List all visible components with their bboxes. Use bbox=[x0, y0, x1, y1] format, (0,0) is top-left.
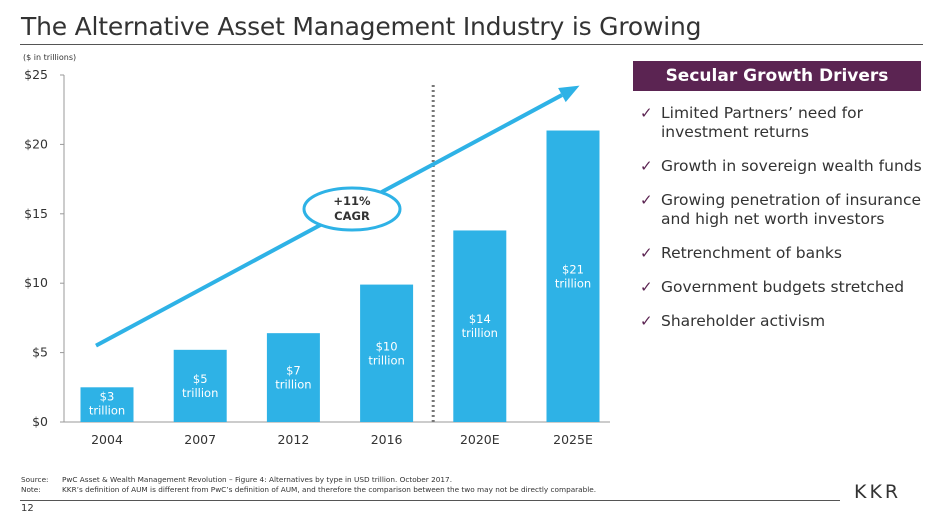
bar-value-label: $7 bbox=[286, 364, 301, 378]
y-tick-label: $0 bbox=[32, 414, 48, 429]
drivers-heading: Secular Growth Drivers bbox=[633, 61, 921, 91]
driver-item: ✓ Retrenchment of banks bbox=[640, 244, 930, 263]
bar-value-label: trillion bbox=[555, 276, 591, 290]
checkmark-icon: ✓ bbox=[640, 278, 653, 296]
page-number: 12 bbox=[21, 503, 34, 514]
bar bbox=[80, 387, 134, 422]
x-tick-label: 2004 bbox=[91, 432, 123, 447]
page-title: The Alternative Asset Management Industr… bbox=[21, 12, 702, 41]
source-label: Source: bbox=[21, 475, 49, 484]
note-text: KKR’s definition of AUM is different fro… bbox=[62, 485, 597, 494]
bar-value-label: trillion bbox=[368, 353, 404, 367]
checkmark-icon: ✓ bbox=[640, 244, 653, 262]
bar-value-label: $5 bbox=[193, 372, 208, 386]
title-divider bbox=[20, 44, 923, 45]
units-note: ($ in trillions) bbox=[23, 53, 77, 62]
bar bbox=[360, 284, 414, 422]
driver-item: ✓ Growing penetration of insurance and hi… bbox=[640, 191, 930, 229]
bar bbox=[266, 333, 320, 422]
bar-value-label: trillion bbox=[462, 326, 498, 340]
checkmark-icon: ✓ bbox=[640, 191, 653, 209]
driver-text: Retrenchment of banks bbox=[661, 244, 842, 262]
source-text: PwC Asset & Wealth Management Revolution… bbox=[62, 475, 453, 484]
driver-item: ✓ Shareholder activism bbox=[640, 312, 930, 331]
driver-item: ✓ Government budgets stretched bbox=[640, 278, 930, 297]
y-tick-label: $15 bbox=[24, 206, 48, 221]
checkmark-icon: ✓ bbox=[640, 157, 653, 175]
driver-item: ✓ Limited Partners’ need for investment r… bbox=[640, 104, 930, 142]
bar-value-label: trillion bbox=[182, 386, 218, 400]
driver-item: ✓ Growth in sovereign wealth funds bbox=[640, 157, 930, 176]
footnotes: Source: PwC Asset & Wealth Management Rev… bbox=[21, 475, 596, 495]
y-tick-label: $5 bbox=[32, 345, 48, 360]
x-tick-label: 2007 bbox=[184, 432, 216, 447]
driver-text: Government budgets stretched bbox=[661, 278, 905, 296]
kkr-logo: KKR bbox=[854, 481, 902, 503]
driver-text: Growth in sovereign wealth funds bbox=[661, 157, 922, 175]
y-tick-label: $10 bbox=[24, 275, 48, 290]
bar-value-label: trillion bbox=[275, 378, 311, 392]
bar-value-label: $10 bbox=[376, 339, 398, 353]
checkmark-icon: ✓ bbox=[640, 104, 653, 122]
bar-value-label: $14 bbox=[469, 312, 491, 326]
trend-arrow-head bbox=[558, 85, 580, 103]
x-tick-label: 2025E bbox=[553, 432, 593, 447]
x-tick-label: 2016 bbox=[371, 432, 403, 447]
checkmark-icon: ✓ bbox=[640, 312, 653, 330]
definition-note: Note: KKR’s definition of AUM is differen… bbox=[21, 485, 596, 495]
bar bbox=[546, 130, 600, 422]
footer-divider bbox=[20, 500, 840, 501]
x-tick-label: 2012 bbox=[277, 432, 309, 447]
driver-text: Limited Partners’ need for investment re… bbox=[661, 104, 863, 141]
driver-text: Growing penetration of insurance and hig… bbox=[661, 191, 922, 228]
bar bbox=[173, 349, 227, 422]
bar bbox=[453, 230, 507, 422]
driver-text: Shareholder activism bbox=[661, 312, 826, 330]
cagr-annotation: +11% bbox=[333, 194, 371, 208]
bar-value-label: $21 bbox=[562, 262, 584, 276]
source-note: Source: PwC Asset & Wealth Management Rev… bbox=[21, 475, 596, 485]
x-tick-label: 2020E bbox=[460, 432, 500, 447]
y-tick-label: $25 bbox=[24, 67, 48, 82]
cagr-annotation: CAGR bbox=[334, 209, 370, 223]
cagr-ellipse bbox=[302, 186, 402, 232]
y-tick-label: $20 bbox=[24, 136, 48, 151]
note-label: Note: bbox=[21, 485, 41, 494]
bar-value-label: trillion bbox=[89, 403, 125, 417]
bar-value-label: $3 bbox=[100, 389, 115, 403]
growth-bar-chart: $0$5$10$15$20$252004$3trillion2007$5tril… bbox=[24, 67, 610, 447]
drivers-list: ✓ Limited Partners’ need for investment r… bbox=[640, 104, 930, 346]
